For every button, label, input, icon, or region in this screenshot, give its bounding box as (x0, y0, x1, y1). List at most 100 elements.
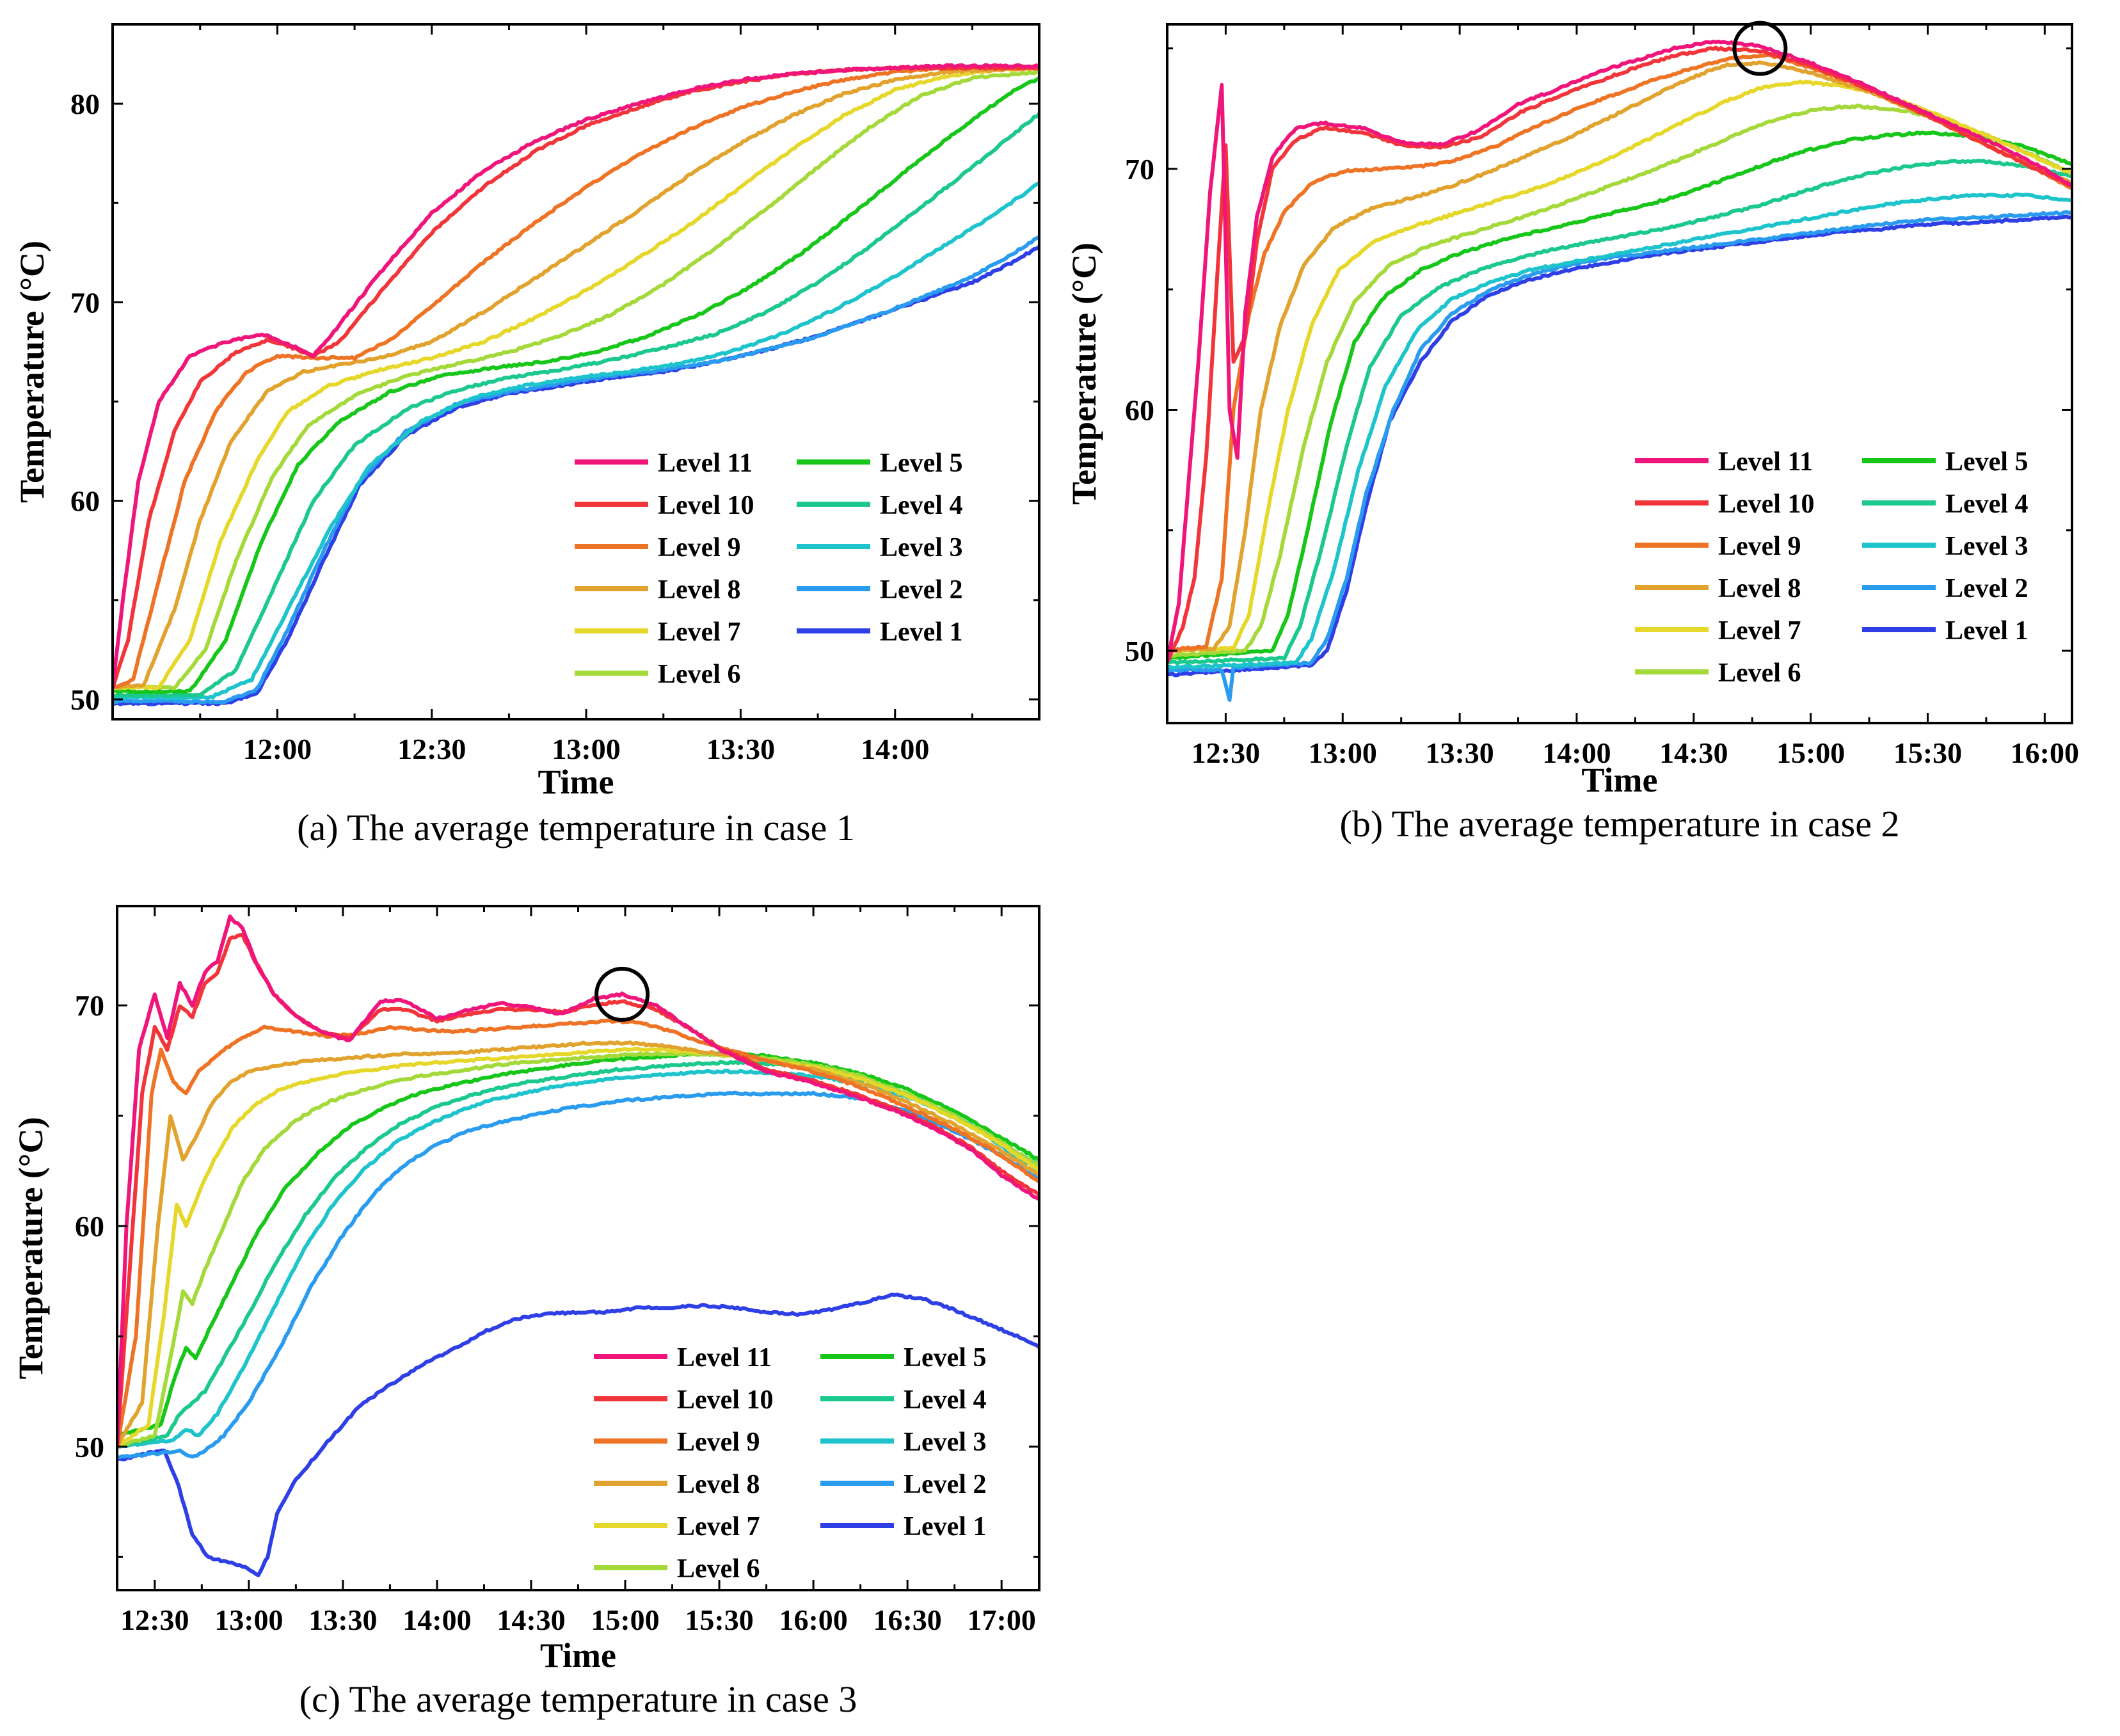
plot-area (113, 63, 1039, 706)
legend-item-level-7: Level 7 (1635, 616, 1801, 646)
legend-item-level-3: Level 3 (820, 1428, 986, 1457)
legend-item-level-11: Level 11 (594, 1343, 772, 1373)
legend-item-level-3: Level 3 (797, 533, 962, 562)
legend-label: Level 2 (1945, 574, 2028, 603)
series-line-level-8 (113, 66, 1039, 690)
legend-item-level-4: Level 4 (820, 1385, 986, 1415)
x-tick-label: 12:30 (120, 1604, 189, 1636)
series-line-level-6 (113, 70, 1039, 690)
legend-item-level-5: Level 5 (797, 449, 962, 478)
series-line-level-11 (113, 63, 1039, 690)
legend-item-level-6: Level 6 (594, 1554, 760, 1584)
series-line-level-8 (117, 1040, 1039, 1449)
plot-frame (111, 23, 1040, 721)
legend-label: Level 9 (1718, 532, 1801, 561)
x-tick-label: 15:00 (1776, 737, 1845, 769)
y-tick-label: 70 (1125, 153, 1154, 186)
legend-label: Level 6 (677, 1554, 760, 1584)
legend-label: Level 11 (658, 449, 753, 478)
y-tick-label: 50 (1125, 635, 1154, 667)
x-axis-title: Time (538, 763, 614, 801)
x-tick-label: 14:30 (497, 1604, 565, 1636)
series-line-level-9 (113, 65, 1039, 690)
series-line-level-6 (117, 1051, 1039, 1449)
legend-item-level-4: Level 4 (1862, 490, 2028, 519)
series-line-level-6 (1167, 103, 2072, 658)
legend-label: Level 8 (677, 1470, 760, 1499)
series-line-level-2 (1167, 210, 2072, 702)
legend-item-level-9: Level 9 (1635, 532, 1801, 561)
x-tick-label: 13:30 (308, 1604, 377, 1636)
series-line-level-4 (113, 111, 1039, 699)
legend-item-level-4: Level 4 (797, 491, 962, 520)
legend-item-level-5: Level 5 (1862, 447, 2028, 477)
legend-label: Level 2 (880, 575, 962, 605)
series-line-level-5 (117, 1051, 1039, 1438)
legend-label: Level 3 (1945, 532, 2028, 561)
legend-item-level-10: Level 10 (1635, 490, 1814, 519)
x-tick-label: 17:00 (968, 1604, 1036, 1636)
y-tick-label: 60 (1125, 394, 1154, 426)
peak-marker (594, 966, 650, 1022)
plot-area (117, 914, 1039, 1577)
legend-label: Level 3 (880, 533, 962, 562)
series-line-level-11 (1167, 40, 2072, 664)
panel-caption: (b) The average temperature in case 2 (1340, 803, 1900, 845)
y-tick-label: 50 (75, 1431, 104, 1463)
x-tick-label: 15:30 (685, 1604, 753, 1636)
x-tick-label: 16:00 (779, 1604, 847, 1636)
legend-label: Level 6 (1718, 658, 1801, 688)
legend-label: Level 11 (1718, 447, 1813, 477)
legend-label: Level 9 (677, 1428, 760, 1457)
legend-item-level-6: Level 6 (1635, 658, 1801, 688)
x-tick-label: 13:00 (552, 733, 620, 765)
legend-item-level-8: Level 8 (575, 575, 740, 605)
legend: Level 11 Level 10 Level 9 Level 8 Level 7 Lev… (1635, 447, 2028, 688)
x-tick-label: 14:30 (1659, 737, 1728, 769)
legend-item-level-2: Level 2 (797, 575, 962, 605)
legend-label: Level 7 (1718, 616, 1801, 646)
legend-label: Level 4 (904, 1385, 986, 1415)
y-axis-title: Temperature (°C) (12, 1117, 50, 1379)
legend-label: Level 10 (677, 1385, 773, 1415)
series-line-level-5 (1167, 130, 2072, 660)
y-tick-label: 60 (75, 1210, 104, 1243)
x-tick-label: 14:00 (861, 733, 929, 765)
x-tick-label: 14:00 (1542, 737, 1611, 769)
y-axis-title: Temperature (°C) (1065, 243, 1103, 505)
series-line-level-5 (113, 76, 1039, 694)
legend-label: Level 11 (677, 1343, 772, 1373)
panel-caption: (c) The average temperature in case 3 (299, 1678, 857, 1720)
legend-item-level-3: Level 3 (1862, 532, 2028, 561)
legend-label: Level 1 (1945, 616, 2028, 646)
legend-item-level-2: Level 2 (820, 1470, 986, 1499)
series-line-level-3 (113, 181, 1039, 701)
legend-label: Level 9 (658, 533, 740, 562)
plot-frame (1166, 23, 2073, 724)
legend-label: Level 7 (677, 1512, 760, 1541)
x-tick-label: 12:30 (397, 733, 466, 765)
legend-label: Level 2 (904, 1470, 986, 1499)
legend: Level 11 Level 10 Level 9 Level 8 Level 7 Lev… (594, 1343, 986, 1584)
legend-label: Level 5 (880, 449, 962, 478)
x-tick-label: 14:00 (402, 1604, 471, 1636)
series-line-level-3 (1167, 192, 2072, 670)
y-tick-label: 70 (70, 286, 100, 319)
x-axis-title: Time (540, 1636, 616, 1675)
legend-item-level-11: Level 11 (575, 449, 753, 478)
x-tick-label: 13:30 (1425, 737, 1494, 769)
legend-label: Level 8 (658, 575, 740, 605)
x-axis-title: Time (1582, 761, 1658, 799)
series-line-level-2 (117, 1090, 1039, 1460)
x-tick-label: 13:00 (1309, 737, 1377, 769)
y-tick-label: 60 (70, 485, 100, 518)
x-tick-label: 13:30 (706, 733, 775, 765)
x-tick-label: 12:00 (243, 733, 312, 765)
legend-label: Level 7 (658, 617, 740, 647)
legend-item-level-10: Level 10 (575, 491, 754, 520)
series-line-level-11 (117, 914, 1039, 1449)
series-line-level-2 (113, 235, 1039, 705)
legend-item-level-1: Level 1 (820, 1512, 986, 1541)
legend-label: Level 4 (880, 491, 962, 520)
x-tick-label: 16:00 (2011, 737, 2079, 769)
